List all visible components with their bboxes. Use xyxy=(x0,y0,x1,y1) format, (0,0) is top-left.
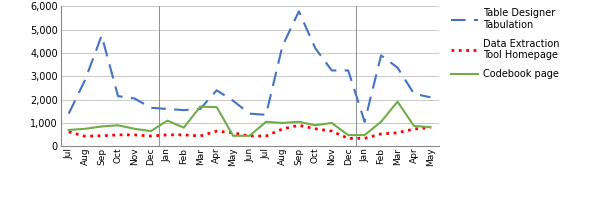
Legend: Table Designer
Tabulation, Data Extraction
Tool Homepage, Codebook page: Table Designer Tabulation, Data Extracti… xyxy=(451,8,560,79)
Data Extraction
Tool Homepage xyxy=(378,133,385,135)
Codebook page xyxy=(147,130,154,132)
Data Extraction
Tool Homepage xyxy=(246,135,253,137)
Codebook page xyxy=(82,127,89,130)
Codebook page xyxy=(378,121,385,123)
Data Extraction
Tool Homepage xyxy=(361,137,368,140)
Data Extraction
Tool Homepage xyxy=(213,130,220,132)
Data Extraction
Tool Homepage xyxy=(279,128,286,130)
Table Designer
Tabulation xyxy=(164,108,171,110)
Codebook page xyxy=(263,121,270,123)
Codebook page xyxy=(164,119,171,122)
Data Extraction
Tool Homepage xyxy=(164,134,171,136)
Table Designer
Tabulation xyxy=(65,112,73,115)
Data Extraction
Tool Homepage xyxy=(98,135,105,137)
Table Designer
Tabulation xyxy=(361,121,368,123)
Codebook page xyxy=(410,125,417,127)
Codebook page xyxy=(427,126,434,128)
Codebook page xyxy=(229,135,237,137)
Codebook page xyxy=(114,124,122,126)
Table Designer
Tabulation xyxy=(427,96,434,99)
Table Designer
Tabulation xyxy=(98,34,105,37)
Codebook page xyxy=(312,124,319,126)
Codebook page xyxy=(279,122,286,124)
Data Extraction
Tool Homepage xyxy=(147,135,154,137)
Table Designer
Tabulation xyxy=(114,95,122,97)
Data Extraction
Tool Homepage xyxy=(197,135,204,137)
Table Designer
Tabulation xyxy=(378,54,385,57)
Line: Data Extraction
Tool Homepage: Data Extraction Tool Homepage xyxy=(69,125,430,138)
Codebook page xyxy=(246,135,253,137)
Table Designer
Tabulation xyxy=(246,112,253,115)
Data Extraction
Tool Homepage xyxy=(131,134,138,136)
Codebook page xyxy=(65,129,73,131)
Line: Codebook page: Codebook page xyxy=(69,102,430,136)
Codebook page xyxy=(98,125,105,128)
Data Extraction
Tool Homepage xyxy=(180,134,188,136)
Table Designer
Tabulation xyxy=(197,108,204,110)
Data Extraction
Tool Homepage xyxy=(295,124,302,126)
Codebook page xyxy=(361,134,368,136)
Data Extraction
Tool Homepage xyxy=(328,130,335,132)
Codebook page xyxy=(394,100,401,103)
Table Designer
Tabulation xyxy=(147,107,154,109)
Table Designer
Tabulation xyxy=(295,10,302,13)
Table Designer
Tabulation xyxy=(312,47,319,50)
Data Extraction
Tool Homepage xyxy=(114,134,122,136)
Data Extraction
Tool Homepage xyxy=(263,135,270,137)
Codebook page xyxy=(131,127,138,130)
Table Designer
Tabulation xyxy=(263,113,270,116)
Codebook page xyxy=(180,126,188,129)
Table Designer
Tabulation xyxy=(328,69,335,72)
Codebook page xyxy=(295,121,302,123)
Codebook page xyxy=(328,122,335,124)
Data Extraction
Tool Homepage xyxy=(312,127,319,130)
Data Extraction
Tool Homepage xyxy=(229,131,237,134)
Table Designer
Tabulation xyxy=(279,45,286,47)
Data Extraction
Tool Homepage xyxy=(394,131,401,134)
Data Extraction
Tool Homepage xyxy=(427,126,434,129)
Table Designer
Tabulation xyxy=(394,66,401,69)
Codebook page xyxy=(197,105,204,108)
Table Designer
Tabulation xyxy=(213,89,220,92)
Table Designer
Tabulation xyxy=(82,79,89,81)
Data Extraction
Tool Homepage xyxy=(82,135,89,138)
Codebook page xyxy=(213,106,220,108)
Data Extraction
Tool Homepage xyxy=(410,128,417,130)
Table Designer
Tabulation xyxy=(410,93,417,95)
Data Extraction
Tool Homepage xyxy=(65,131,73,133)
Table Designer
Tabulation xyxy=(180,109,188,111)
Table Designer
Tabulation xyxy=(345,69,352,72)
Table Designer
Tabulation xyxy=(131,97,138,100)
Data Extraction
Tool Homepage xyxy=(345,137,352,140)
Codebook page xyxy=(345,134,352,136)
Table Designer
Tabulation xyxy=(229,99,237,102)
Line: Table Designer
Tabulation: Table Designer Tabulation xyxy=(69,11,430,122)
